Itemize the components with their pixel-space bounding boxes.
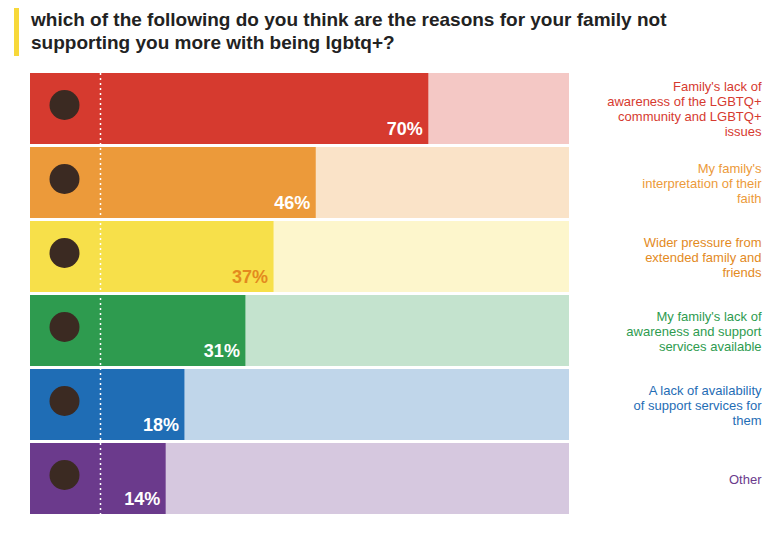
svg-text:37%: 37% [232,267,268,287]
svg-text:Other: Other [729,472,762,487]
svg-text:18%: 18% [143,415,179,435]
html-text:which of the following do you: which of the following do you think are … [31,9,667,53]
svg-text:31%: 31% [204,341,240,361]
svg-text:46%: 46% [274,193,310,213]
svg-text:Family's lack ofawareness of t: Family's lack ofawareness of the LGBTQ+c… [607,79,762,139]
svg-text:14%: 14% [124,489,160,509]
svg-text:70%: 70% [387,119,423,139]
svg-text:My family'sinterpretation of t: My family'sinterpretation of theirfaith [642,161,762,206]
svg-text:Wider pressure fromextended fa: Wider pressure fromextended family andfr… [644,235,762,280]
svg-text:A lack of availabilityof suppo: A lack of availabilityof support service… [634,383,763,428]
svg-text:My family's lack ofawareness a: My family's lack ofawareness and support… [626,309,762,354]
